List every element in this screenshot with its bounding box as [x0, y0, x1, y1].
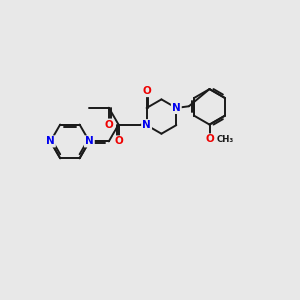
- Text: N: N: [46, 136, 55, 146]
- Text: N: N: [172, 103, 181, 113]
- Text: N: N: [85, 136, 94, 146]
- Text: N: N: [142, 120, 151, 130]
- Text: O: O: [104, 120, 113, 130]
- Text: O: O: [142, 86, 151, 96]
- Text: CH₃: CH₃: [217, 135, 234, 144]
- Text: O: O: [114, 136, 123, 146]
- Text: O: O: [205, 134, 214, 144]
